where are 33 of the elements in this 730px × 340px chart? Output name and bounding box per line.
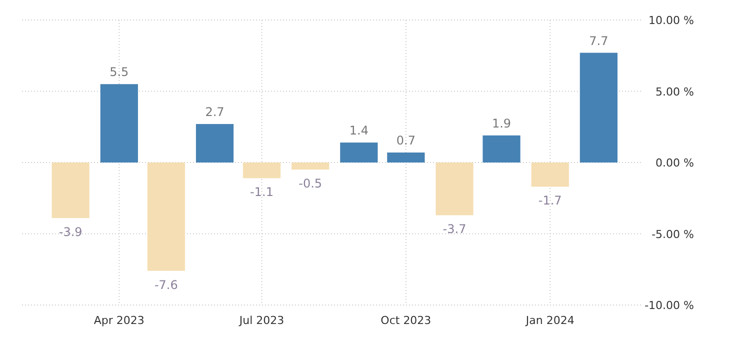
data-label: 5.5 — [110, 65, 129, 80]
data-label: 1.4 — [349, 124, 368, 138]
data-label: -1.1 — [250, 185, 274, 200]
y-tick-label: -10.00 % — [644, 299, 694, 312]
data-label: -7.6 — [154, 278, 178, 292]
data-label: -0.5 — [298, 176, 322, 191]
y-tick-label: -5.00 % — [652, 228, 694, 241]
bar — [147, 162, 185, 271]
x-tick-label: Jan 2024 — [524, 314, 574, 327]
bar — [100, 84, 138, 162]
data-label: -1.7 — [538, 194, 562, 208]
data-label: 7.7 — [589, 34, 608, 48]
x-tick-label: Apr 2023 — [94, 314, 144, 327]
y-tick-label: 0.00 % — [656, 156, 694, 170]
data-label: 1.9 — [492, 116, 512, 130]
data-label: -3.7 — [442, 222, 466, 236]
x-tick-label: Jul 2023 — [238, 314, 284, 327]
data-label: 2.7 — [205, 105, 224, 120]
x-tick-label: Oct 2023 — [380, 314, 432, 327]
y-tick-label: 10.00 % — [648, 14, 694, 27]
bar — [436, 162, 474, 216]
bar — [292, 162, 330, 170]
bar — [387, 152, 425, 162]
y-tick-label: 5.00 % — [656, 85, 694, 98]
bar — [531, 162, 569, 187]
bar — [52, 162, 90, 218]
data-label: 0.7 — [396, 134, 416, 148]
bar — [580, 52, 618, 162]
bar — [482, 135, 520, 162]
data-label: -3.9 — [58, 225, 82, 240]
bar — [196, 124, 234, 162]
bar — [340, 142, 378, 162]
bar — [242, 162, 281, 178]
